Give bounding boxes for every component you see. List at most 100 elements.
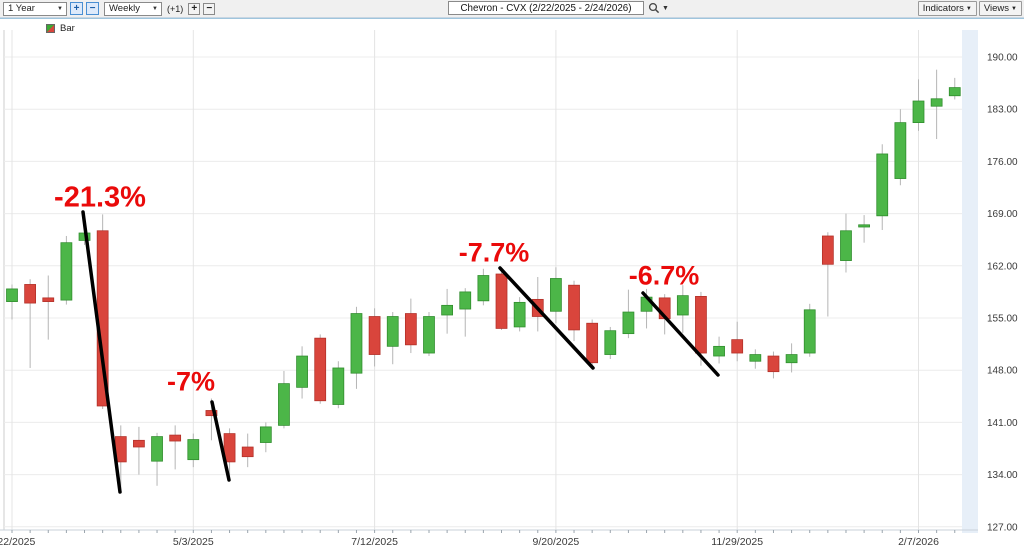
candle-down	[586, 322, 599, 364]
candle-up	[948, 87, 961, 97]
y-axis-strip	[962, 30, 978, 533]
search-icon	[648, 2, 660, 14]
trend-line	[210, 400, 231, 482]
trend-line	[81, 210, 122, 494]
candle-up	[930, 98, 943, 107]
y-axis-label: 183.00	[987, 105, 1018, 116]
series-legend[interactable]: Bar	[46, 23, 75, 34]
series-legend-label: Bar	[60, 23, 75, 34]
y-axis-label: 155.00	[987, 314, 1018, 325]
candle-down	[241, 446, 254, 458]
candle-down	[368, 316, 381, 355]
trend-line	[498, 266, 595, 370]
candle-up	[713, 345, 725, 357]
chevron-down-icon: ▼	[57, 5, 63, 12]
candle-down	[767, 355, 780, 373]
period-select[interactable]: Weekly ▼	[104, 1, 162, 16]
candle-up	[513, 301, 526, 328]
candle-up	[622, 311, 635, 335]
candle-up	[604, 330, 617, 355]
candle-down	[731, 339, 744, 354]
candle-down	[223, 433, 236, 463]
candle-up	[550, 278, 562, 312]
candle-up	[423, 316, 435, 354]
candle-up	[894, 122, 907, 179]
candle-up	[459, 291, 472, 310]
candle-up	[912, 100, 925, 123]
x-axis-label: 7/12/2025	[351, 536, 398, 548]
candle-up	[151, 436, 163, 462]
y-axis-label: 148.00	[987, 366, 1018, 377]
candle-up	[441, 304, 453, 316]
candle-up	[785, 354, 798, 364]
chart-area: Bar -21.3% -7% -7.7% -6.7% 190.00 183.00 176.0…	[0, 18, 1024, 553]
y-axis-label: 134.00	[987, 470, 1018, 481]
range-select-value: 1 Year	[8, 3, 35, 14]
candle-down	[169, 434, 182, 442]
candle-up	[187, 439, 200, 461]
candle-up	[350, 313, 363, 374]
y-axis-label: 169.00	[987, 209, 1018, 220]
chevron-down-icon: ▼	[1011, 5, 1017, 12]
toolbar-right-group: Indicators ▼ Views ▼	[917, 1, 1022, 16]
candle-down	[314, 337, 327, 402]
period-plus-button[interactable]: +	[188, 2, 201, 15]
candle-down	[205, 410, 218, 417]
price-chart-svg[interactable]: -21.3% -7% -7.7% -6.7% 190.00 183.00 176.00 169…	[0, 18, 1024, 553]
candle-down	[821, 235, 834, 265]
x-axis-label: 2/7/2026	[898, 536, 939, 548]
candle-down	[24, 284, 37, 304]
pct-change-annotation: -7.7%	[459, 238, 530, 268]
period-select-value: Weekly	[109, 3, 140, 14]
candle-up	[840, 230, 852, 261]
candle-up	[858, 224, 870, 228]
range-select[interactable]: 1 Year ▼	[3, 1, 67, 16]
y-axis-label: 190.00	[987, 53, 1018, 64]
indicators-button[interactable]: Indicators ▼	[917, 1, 977, 16]
symbol-search-input[interactable]: Chevron - CVX (2/22/2025 - 2/24/2026)	[448, 1, 644, 15]
toolbar-center-group: Chevron - CVX (2/22/2025 - 2/24/2026) ▼	[448, 1, 669, 15]
candle-up	[259, 426, 272, 443]
y-axis-label: 141.00	[987, 418, 1018, 429]
candle-down	[42, 297, 55, 302]
chevron-down-icon: ▼	[965, 5, 972, 12]
candle-up	[332, 367, 345, 405]
pct-change-annotation: -7%	[167, 367, 215, 397]
toolbar-left-group: 1 Year ▼ + − Weekly ▼ (+1) + −	[0, 1, 216, 16]
bar-series-icon	[46, 24, 55, 33]
candle-up	[477, 275, 490, 302]
x-axis-label: 2/22/2025	[0, 536, 36, 548]
search-control[interactable]: ▼	[648, 2, 669, 14]
toolbar: 1 Year ▼ + − Weekly ▼ (+1) + − Chevron -…	[0, 0, 1024, 18]
pct-change-annotation: -6.7%	[629, 261, 700, 291]
trend-line	[641, 291, 720, 377]
x-axis-label: 11/29/2025	[711, 536, 763, 548]
y-axis-label: 176.00	[987, 157, 1018, 168]
zoom-in-button[interactable]: +	[70, 2, 83, 15]
candle-down	[568, 284, 580, 331]
candle-up	[6, 288, 18, 302]
x-axis-label: 9/20/2025	[533, 536, 580, 548]
candle-up	[386, 316, 399, 347]
zoom-out-button[interactable]: −	[86, 2, 99, 15]
pct-change-annotation: -21.3%	[54, 181, 146, 213]
candle-up	[803, 309, 816, 354]
chevron-down-icon: ▼	[662, 4, 669, 12]
candle-up	[876, 153, 889, 217]
x-axis-label: 5/3/2025	[173, 536, 214, 548]
y-axis-label: 127.00	[987, 522, 1018, 533]
views-button[interactable]: Views ▼	[978, 1, 1022, 16]
candle-up	[749, 354, 762, 362]
period-minus-button[interactable]: −	[203, 2, 216, 15]
candle-down	[695, 295, 707, 354]
y-axis-label: 162.00	[987, 261, 1018, 272]
candle-down	[404, 313, 417, 346]
chevron-down-icon: ▼	[152, 5, 158, 12]
candle-up	[676, 295, 689, 316]
candle-up	[60, 242, 73, 301]
period-offset-label: (+1)	[167, 3, 184, 14]
candle-up	[296, 355, 308, 388]
candle-up	[278, 383, 290, 426]
candle-down	[495, 273, 508, 329]
candle-down	[133, 439, 145, 448]
